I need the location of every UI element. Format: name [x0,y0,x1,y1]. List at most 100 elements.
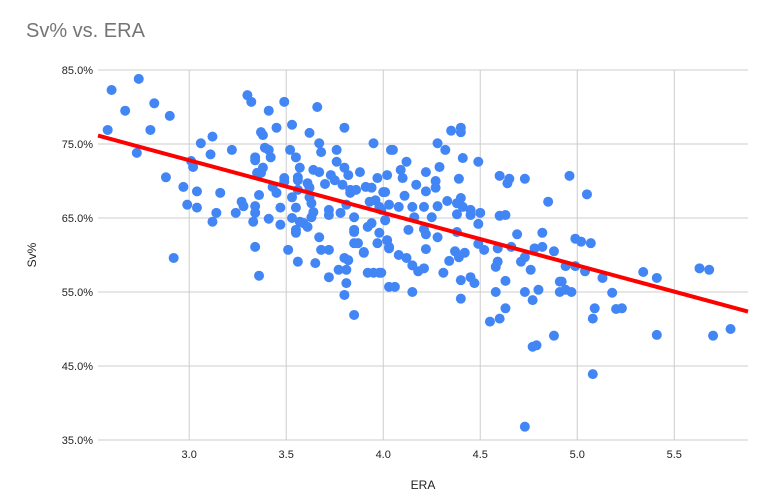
data-point [178,181,189,192]
data-point [585,238,596,249]
data-point [182,199,193,210]
gridlines [98,69,748,441]
data-point [479,244,490,255]
data-point [420,244,431,255]
data-point [418,201,429,212]
data-point [548,330,559,341]
data-point [250,155,261,166]
data-point [519,252,530,263]
data-point [519,173,530,184]
data-point [395,164,406,175]
data-point [339,122,350,133]
data-point [432,201,443,212]
data-point [366,218,377,229]
data-point [160,172,171,183]
data-point [323,244,334,255]
data-point [494,313,505,324]
data-point [576,236,587,247]
data-point [287,119,298,130]
data-point [290,202,301,213]
data-point [500,210,511,221]
data-point [254,190,265,201]
data-point [323,272,334,283]
data-point [337,179,348,190]
data-point [331,156,342,167]
data-point [440,144,451,155]
data-point [290,227,301,238]
y-tick-label: 85.0% [62,65,93,77]
x-tick-label: 5.5 [667,449,682,461]
data-point [331,144,342,155]
data-point [343,255,354,266]
data-point [651,329,662,340]
data-point [283,244,294,255]
data-point [420,167,431,178]
data-point [188,161,199,172]
data-point [446,125,457,136]
data-point [527,295,538,306]
data-point [149,98,160,109]
data-point [314,138,325,149]
y-tick-label: 35.0% [62,435,93,447]
x-axis-ticks: 3.0 3.5 4.0 4.5 5.0 5.5 [182,449,682,461]
data-point [430,182,441,193]
data-point [587,313,598,324]
data-point [411,179,422,190]
data-point [616,303,627,314]
data-point [380,187,391,198]
data-point [287,192,298,203]
data-point [323,210,334,221]
data-point [195,138,206,149]
data-point [469,278,480,289]
data-point [292,175,303,186]
data-point [314,167,325,178]
data-point [512,229,523,240]
data-point [566,287,577,297]
data-point [453,252,464,263]
data-point [432,138,443,149]
data-point [271,122,282,133]
data-point [589,303,600,314]
data-point [145,124,156,135]
data-point [442,195,453,206]
data-point [248,216,259,227]
data-point [500,275,511,286]
data-point [490,287,501,297]
data-point [368,138,379,149]
data-point [230,207,241,218]
data-point [451,209,462,220]
data-point [191,202,202,213]
data-point [533,284,544,295]
data-point [316,147,327,158]
data-point [290,152,301,163]
x-tick-label: 5.0 [570,449,585,461]
data-point [131,147,142,158]
data-point [265,152,276,163]
data-point [434,161,445,172]
data-point [275,219,286,230]
data-point [502,178,513,189]
data-point [455,275,466,286]
data-point [725,324,736,334]
data-point [257,130,268,141]
data-point [537,241,548,252]
x-axis-label: ERA [411,478,436,492]
data-point [246,96,257,107]
data-point [494,170,505,181]
data-point [401,156,412,167]
data-point [537,227,548,238]
y-tick-label: 65.0% [62,213,93,225]
data-point [413,266,424,277]
data-point [341,278,352,289]
data-point [333,264,344,275]
data-point [393,201,404,212]
data-point [500,303,511,314]
data-point [704,264,715,275]
data-point [304,127,315,138]
data-point [351,184,362,195]
data-point [455,293,466,304]
data-point [120,105,131,116]
data-point [651,272,662,283]
data-point [335,207,346,218]
data-point [250,207,261,218]
